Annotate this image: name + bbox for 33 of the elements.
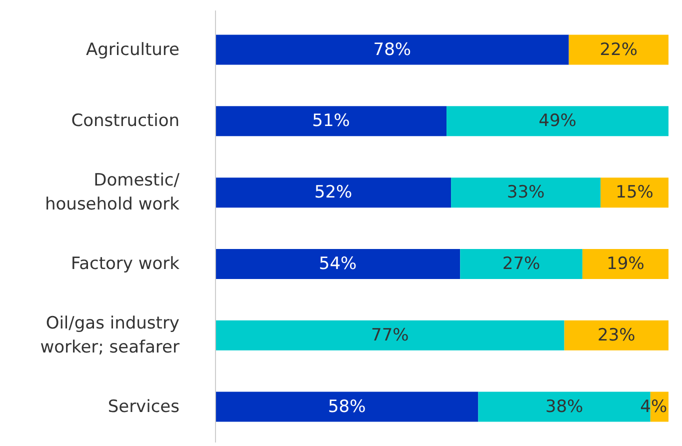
bar — [460, 248, 582, 279]
data-label: 54% — [318, 254, 357, 274]
bar — [216, 392, 478, 422]
data-label: 58% — [328, 396, 366, 417]
bar — [216, 248, 460, 279]
data-label: 22% — [600, 40, 638, 60]
y-tick-label: Oil/gas industry worker; seafarer — [40, 313, 180, 358]
bar — [564, 320, 668, 350]
bar — [600, 178, 668, 208]
y-tick-label: Domestic/ household work — [45, 170, 180, 215]
bar — [446, 106, 668, 136]
bar — [582, 248, 668, 279]
data-label: 51% — [312, 111, 350, 132]
y-tick-label: Factory work — [70, 254, 180, 274]
y-tick-label: Services — [108, 396, 180, 417]
data-label: 15% — [616, 182, 654, 203]
data-label: 38% — [545, 396, 584, 417]
data-label: 33% — [506, 182, 545, 203]
y-tick-label: Agriculture — [86, 40, 180, 60]
data-label: 49% — [538, 111, 576, 132]
data-label: 23% — [598, 325, 636, 346]
bar — [216, 178, 452, 208]
bar — [568, 34, 668, 65]
bar — [216, 320, 564, 350]
bar — [216, 34, 569, 65]
data-label: 52% — [314, 182, 352, 203]
bar — [216, 106, 447, 136]
data-label: 27% — [502, 254, 540, 274]
data-label: 19% — [606, 254, 644, 274]
y-tick-label: Construction — [71, 111, 180, 132]
data-label: 78% — [373, 40, 412, 60]
data-label: 77% — [371, 325, 409, 346]
bar — [451, 178, 601, 208]
